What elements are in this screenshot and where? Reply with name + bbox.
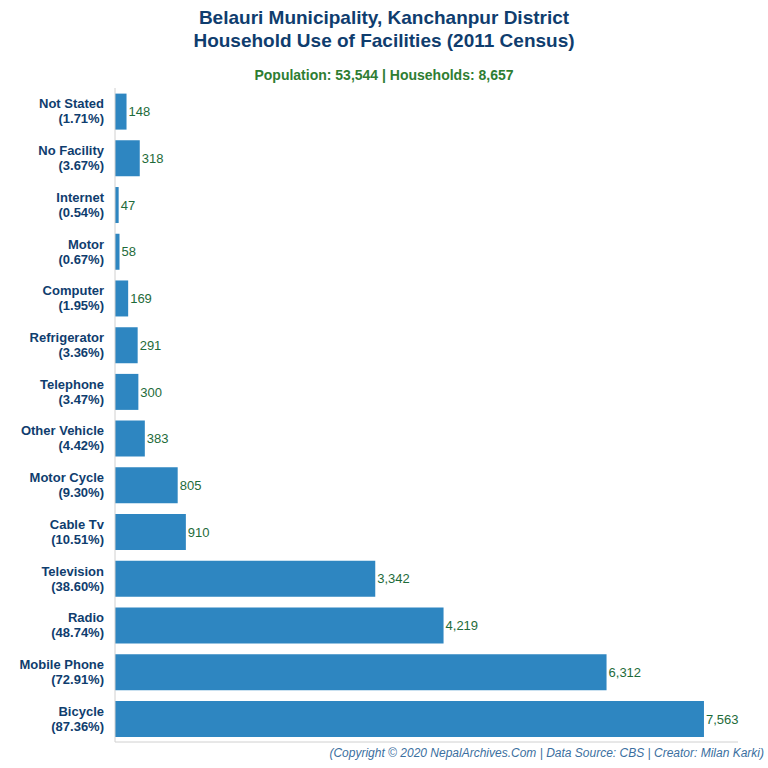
svg-text:Mobile Phone(72.91%): Mobile Phone(72.91%)	[20, 657, 105, 687]
svg-text:300: 300	[140, 385, 162, 400]
html-text:Belauri Municipality, Kanchanp: Belauri Municipality, Kanchanpur Distric…	[198, 7, 570, 28]
svg-text:Other Vehicle(4.42%): Other Vehicle(4.42%)	[21, 423, 104, 453]
svg-text:910: 910	[188, 525, 210, 540]
svg-text:169: 169	[130, 291, 152, 306]
svg-text:Motor(0.67%): Motor(0.67%)	[58, 237, 104, 267]
svg-text:Bicycle(87.36%): Bicycle(87.36%)	[51, 704, 104, 734]
svg-text:805: 805	[180, 478, 202, 493]
svg-text:7,563: 7,563	[706, 712, 739, 727]
svg-text:383: 383	[147, 431, 169, 446]
svg-text:6,312: 6,312	[609, 665, 642, 680]
svg-text:318: 318	[142, 151, 164, 166]
svg-text:Radio(48.74%): Radio(48.74%)	[51, 610, 104, 640]
svg-text:Motor Cycle(9.30%): Motor Cycle(9.30%)	[30, 470, 104, 500]
svg-text:Refrigerator(3.36%): Refrigerator(3.36%)	[30, 330, 104, 360]
html-text:(Copyright © 2020 NepalArchive: (Copyright © 2020 NepalArchives.Com | Da…	[329, 746, 764, 760]
svg-text:Internet(0.54%): Internet(0.54%)	[56, 190, 104, 220]
svg-text:58: 58	[122, 244, 136, 259]
svg-text:Cable Tv(10.51%): Cable Tv(10.51%)	[50, 517, 105, 547]
svg-text:Computer(1.95%): Computer(1.95%)	[43, 283, 104, 313]
svg-text:No Facility(3.67%): No Facility(3.67%)	[38, 143, 105, 173]
svg-text:Television(38.60%): Television(38.60%)	[41, 564, 104, 594]
svg-text:4,219: 4,219	[446, 618, 479, 633]
svg-text:Not Stated(1.71%): Not Stated(1.71%)	[39, 96, 104, 126]
svg-text:3,342: 3,342	[377, 571, 410, 586]
html-text:Population: 53,544 | Household: Population: 53,544 | Households: 8,657	[254, 67, 514, 83]
svg-text:148: 148	[129, 104, 151, 119]
svg-text:Telephone(3.47%): Telephone(3.47%)	[40, 377, 104, 407]
svg-text:47: 47	[121, 198, 135, 213]
svg-text:291: 291	[140, 338, 162, 353]
html-text:Household Use of Facilities (2: Household Use of Facilities (2011 Census…	[193, 30, 575, 51]
